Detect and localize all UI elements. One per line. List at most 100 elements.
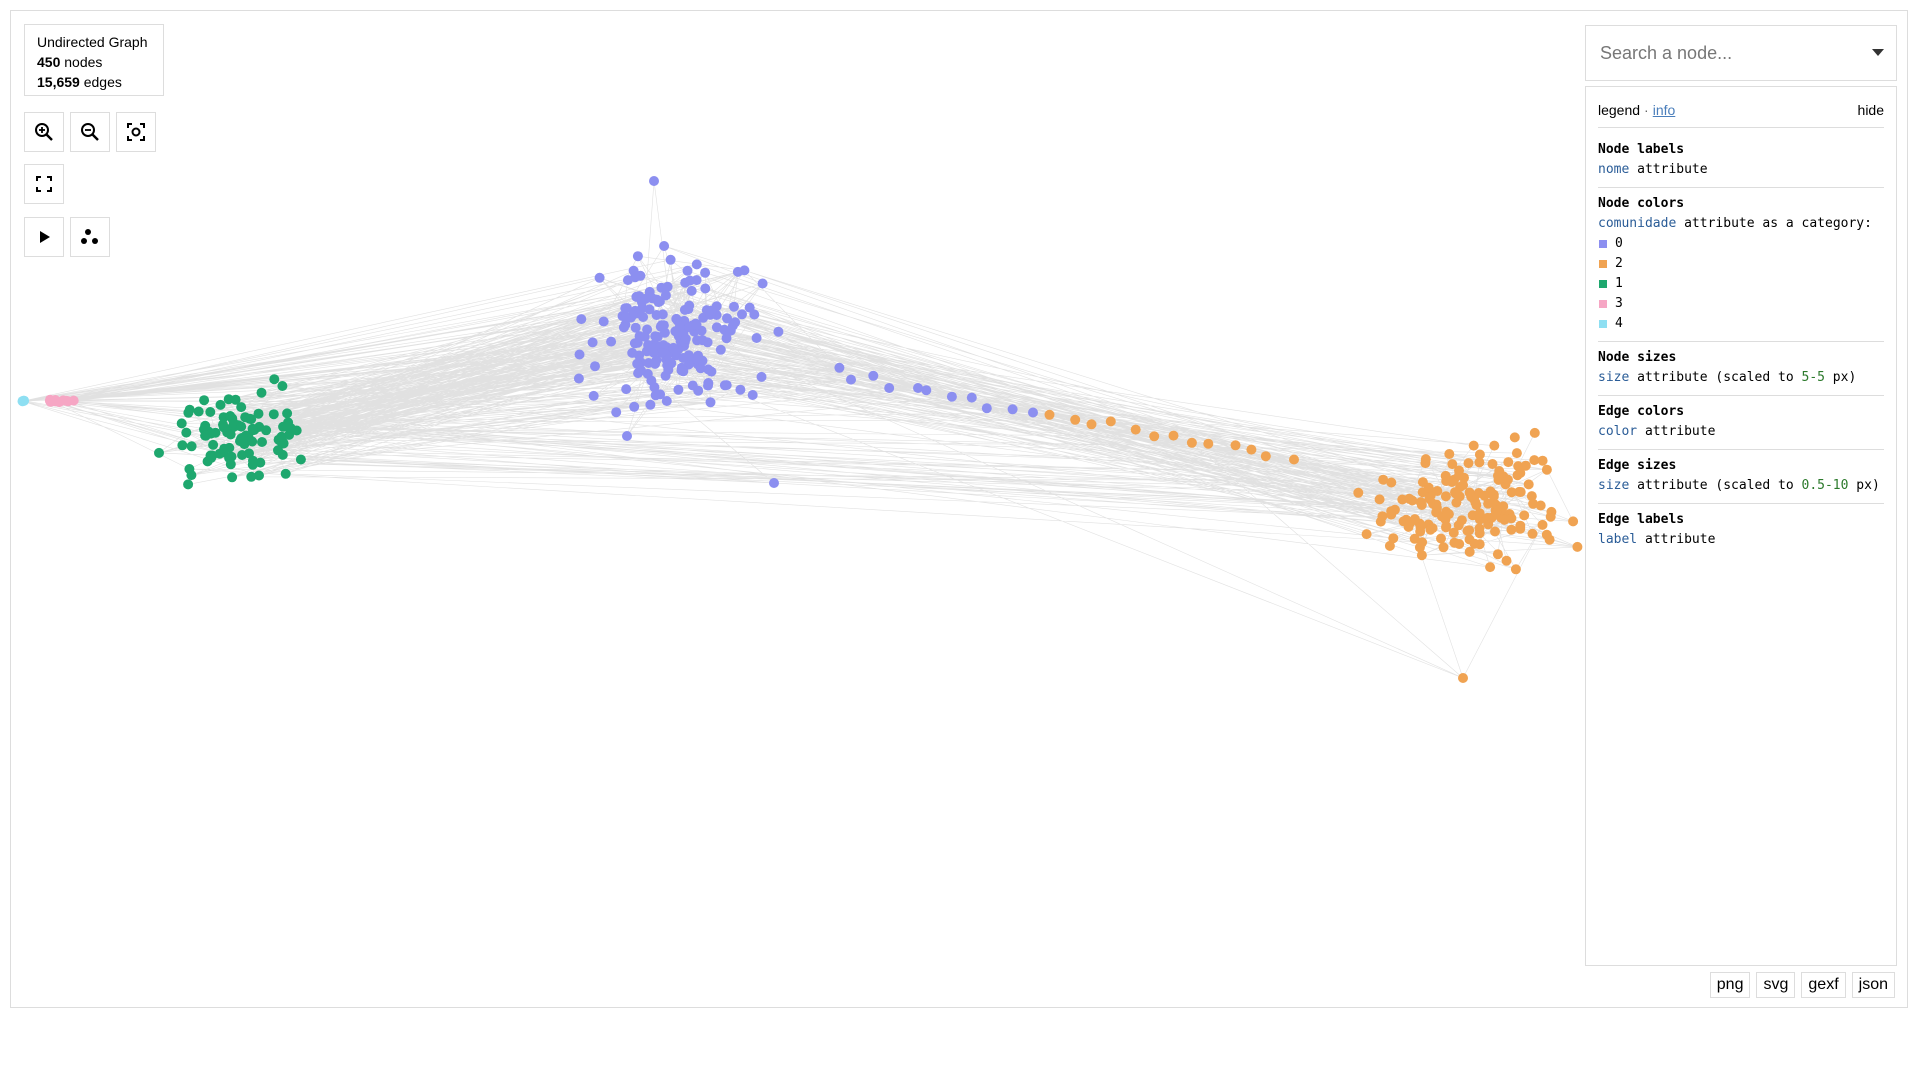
graph-node[interactable] [282,421,293,432]
graph-node[interactable] [257,437,267,447]
graph-node[interactable] [639,331,650,342]
graph-node[interactable] [186,470,197,481]
graph-node[interactable] [769,478,779,488]
graph-node[interactable] [620,312,631,323]
graph-node[interactable] [1441,522,1451,533]
graph-node[interactable] [659,241,670,251]
graph-node[interactable] [1449,537,1460,548]
graph-node[interactable] [1528,498,1539,509]
graph-node[interactable] [632,251,643,262]
graph-node[interactable] [1479,490,1490,501]
reset-view-button[interactable] [116,112,156,152]
graph-node[interactable] [651,310,662,320]
graph-node[interactable] [587,337,598,348]
graph-node[interactable] [732,266,743,277]
export-png-button[interactable]: png [1709,972,1751,998]
graph-node[interactable] [747,390,758,400]
graph-node[interactable] [622,431,632,441]
graph-node[interactable] [61,395,72,406]
graph-node[interactable] [1431,502,1442,513]
graph-node[interactable] [1498,501,1509,512]
graph-node[interactable] [1149,431,1160,442]
graph-node[interactable] [729,301,739,312]
graph-node[interactable] [1130,424,1141,435]
graph-node[interactable] [295,454,306,465]
graph-node[interactable] [1458,480,1469,491]
graph-node[interactable] [237,450,248,460]
search-input[interactable] [1586,26,1856,80]
graph-node[interactable] [1353,487,1364,498]
graph-node[interactable] [1464,546,1475,557]
graph-node[interactable] [1425,524,1436,535]
graph-node[interactable] [1474,457,1485,468]
graph-node[interactable] [1416,500,1427,510]
graph-node[interactable] [1492,549,1503,560]
graph-node[interactable] [225,429,236,440]
graph-node[interactable] [1386,477,1397,488]
graph-node[interactable] [1384,540,1395,551]
graph-node[interactable] [1474,528,1485,539]
graph-node[interactable] [684,300,695,311]
graph-node[interactable] [1168,430,1179,441]
graph-node[interactable] [674,321,685,332]
graph-node[interactable] [1485,562,1496,573]
graph-node[interactable] [598,316,609,327]
graph-node[interactable] [183,479,194,490]
graph-node[interactable] [660,290,671,301]
graph-node[interactable] [282,408,293,419]
graph-node[interactable] [588,390,599,401]
graph-node[interactable] [1463,458,1474,469]
graph-node[interactable] [206,428,217,439]
graph-node[interactable] [1374,494,1385,505]
graph-node[interactable] [236,402,247,413]
graph-node[interactable] [649,176,659,186]
graph-node[interactable] [19,395,30,406]
graph-node[interactable] [269,374,280,385]
graph-node[interactable] [645,399,656,410]
graph-node[interactable] [1447,459,1458,470]
graph-node[interactable] [697,335,708,346]
graph-node[interactable] [703,364,714,375]
graph-node[interactable] [981,403,992,414]
graph-node[interactable] [1541,464,1552,475]
graph-node[interactable] [1544,534,1555,545]
graph-node[interactable] [1375,516,1386,527]
graph-node[interactable] [1511,448,1522,459]
graph-node[interactable] [247,423,258,434]
graph-node[interactable] [1520,460,1531,471]
graph-node[interactable] [236,421,247,432]
graph-node[interactable] [643,340,654,350]
graph-node[interactable] [1468,440,1479,451]
graph-node[interactable] [1415,526,1426,537]
graph-node[interactable] [1416,550,1427,561]
graph-node[interactable] [154,447,164,458]
graph-node[interactable] [193,406,204,417]
graph-node[interactable] [622,275,633,286]
graph-node[interactable] [1506,487,1517,498]
graph-node[interactable] [683,350,694,361]
fullscreen-button[interactable] [24,164,64,204]
graph-node[interactable] [227,413,238,424]
graph-node[interactable] [680,333,691,344]
graph-node[interactable] [199,395,210,406]
graph-node[interactable] [735,384,746,395]
graph-node[interactable] [621,384,632,395]
graph-node[interactable] [846,374,856,385]
graph-node[interactable] [1398,516,1409,527]
zoom-in-button[interactable] [24,112,64,152]
graph-node[interactable] [590,361,600,372]
graph-node[interactable] [749,309,760,320]
graph-node[interactable] [1483,498,1494,509]
graph-node[interactable] [611,407,622,418]
graph-node[interactable] [656,282,667,293]
graph-node[interactable] [254,470,264,481]
graph-node[interactable] [1417,537,1428,548]
graph-node[interactable] [230,394,241,405]
graph-node[interactable] [1386,509,1397,520]
graph-canvas[interactable] [11,11,1596,1007]
graph-node[interactable] [1510,564,1521,575]
export-json-button[interactable]: json [1851,972,1895,998]
graph-node[interactable] [618,322,629,333]
graph-node[interactable] [757,278,768,289]
graph-node[interactable] [1454,491,1465,502]
